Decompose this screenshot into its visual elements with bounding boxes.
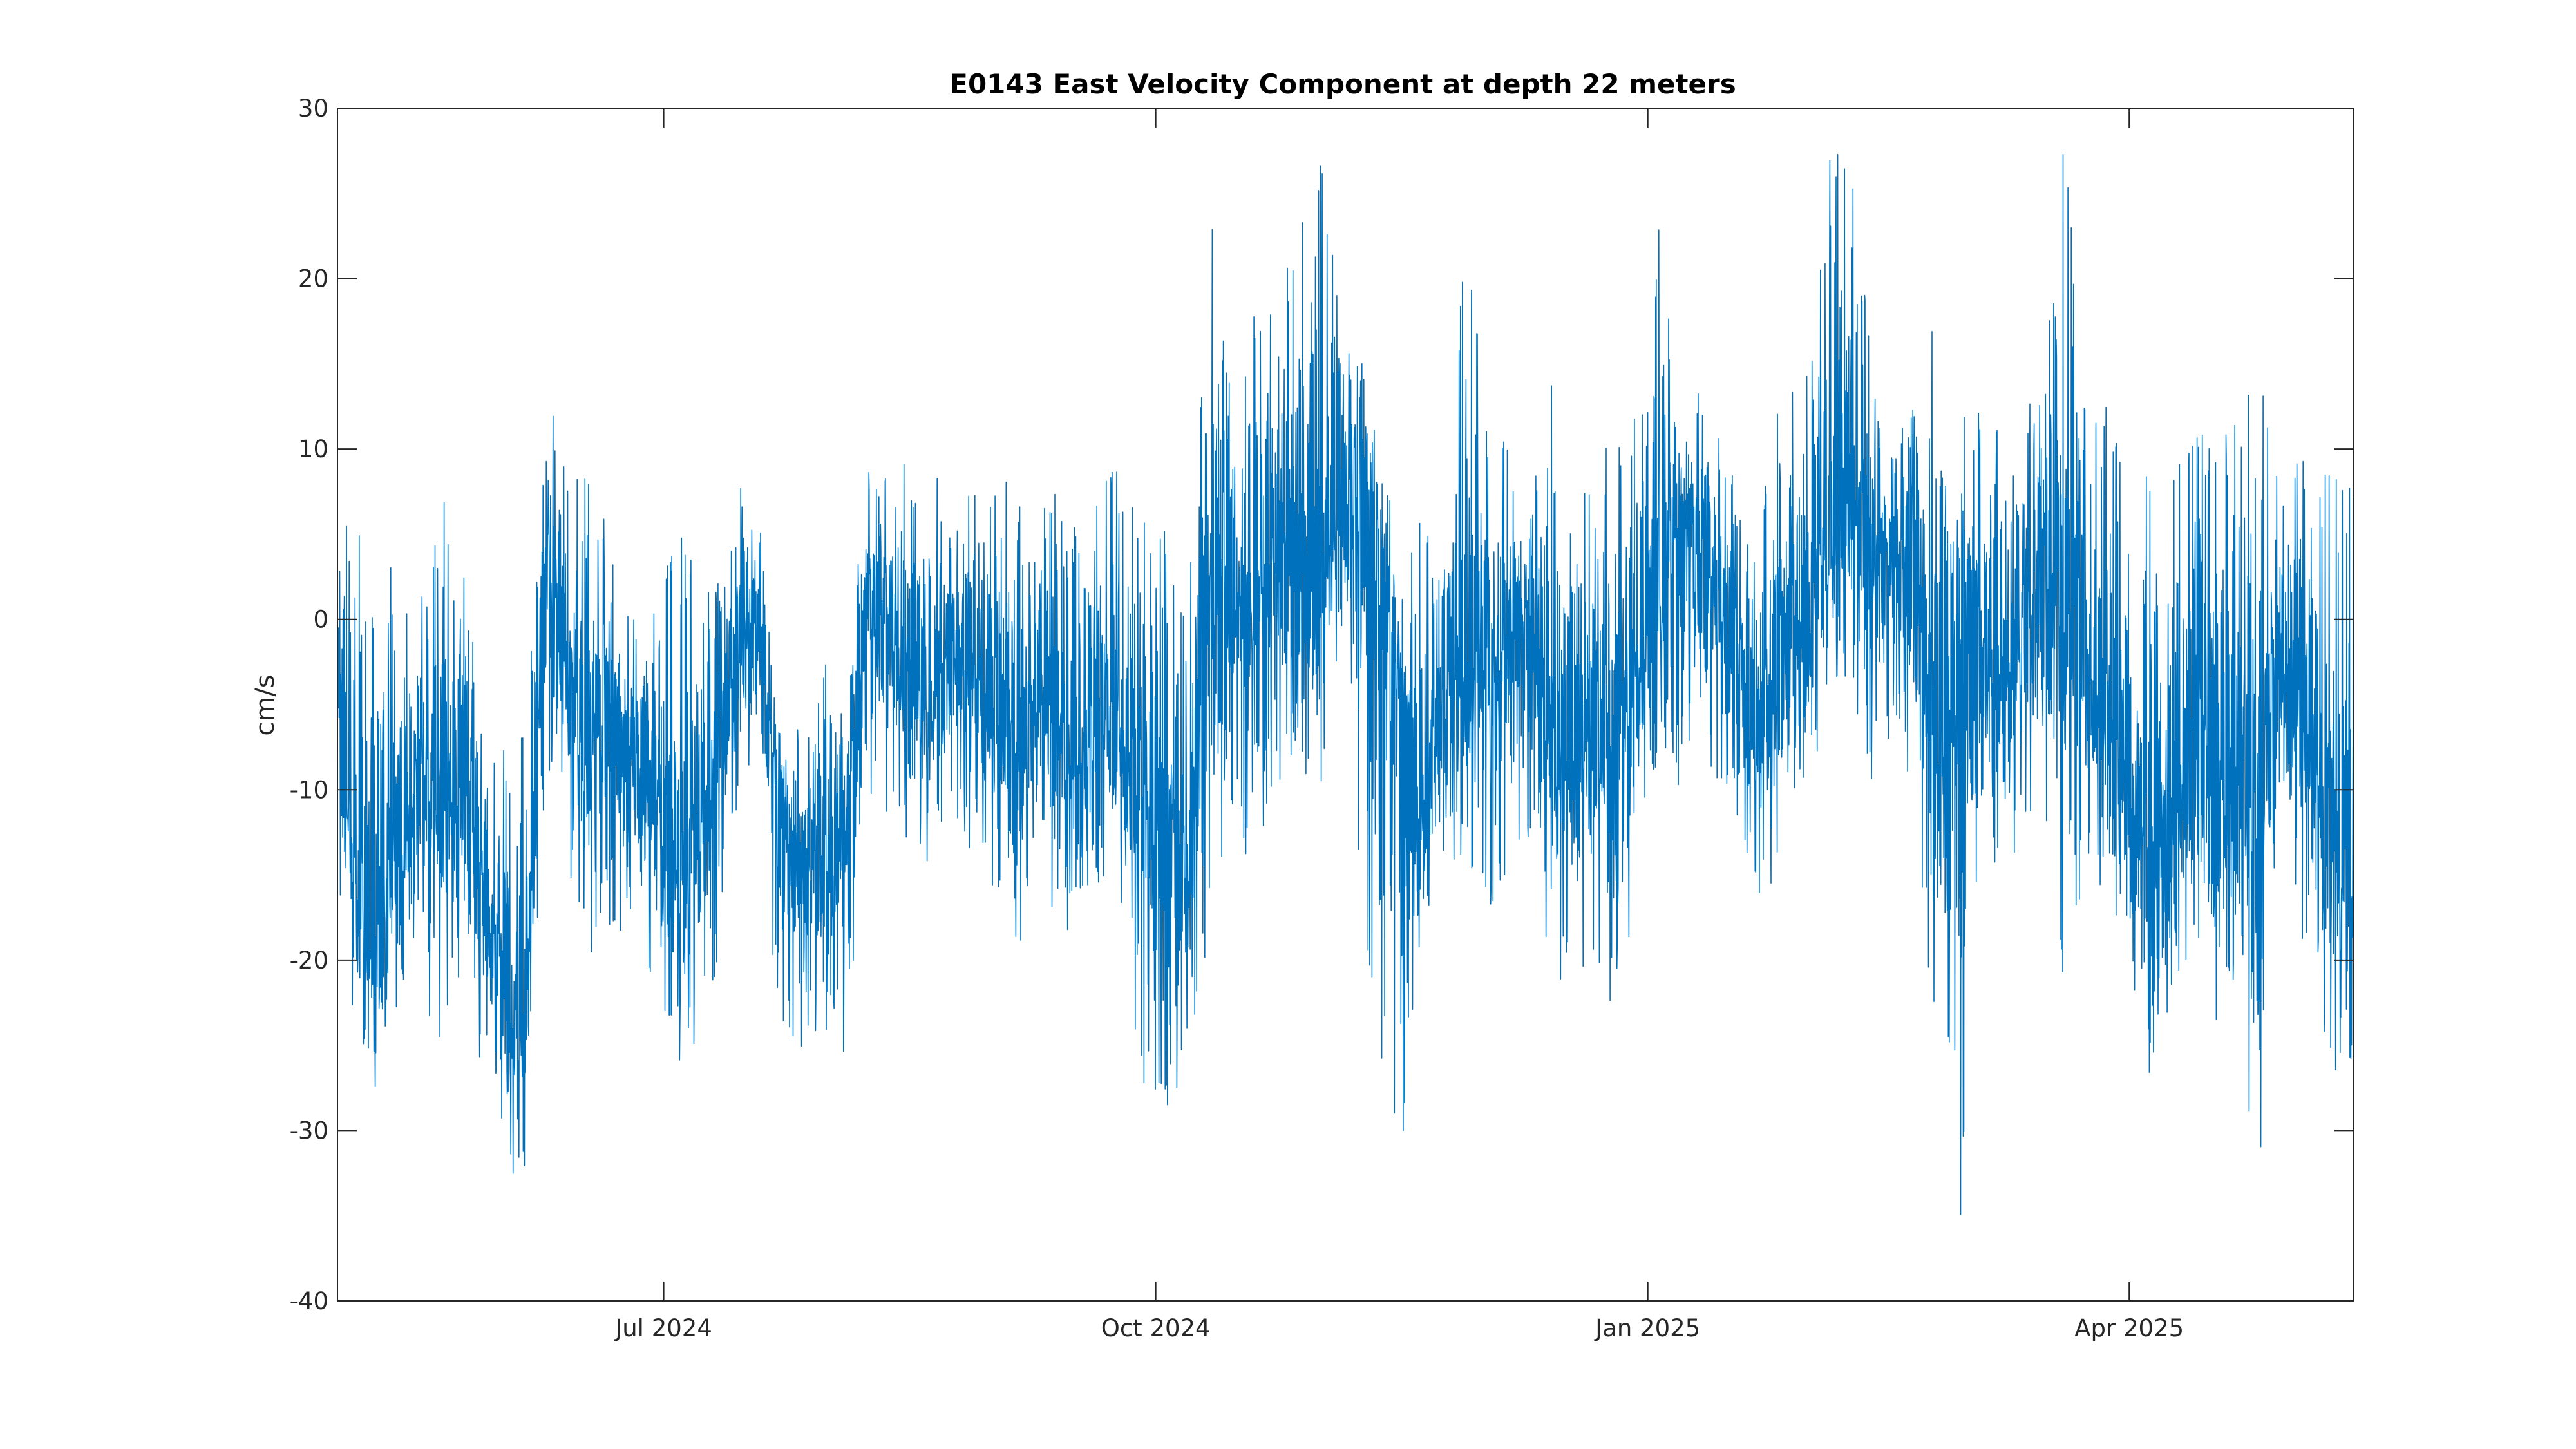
velocity-series-line: [337, 154, 2354, 1215]
x-axis-ticks: Jul 2024 Oct 2024 Jan 2025 Apr 2025: [614, 108, 2184, 1342]
y-axis-ticks: 30 20 10 0 -10 -20 -30 -40: [290, 95, 2354, 1315]
y-tick-label: 0: [313, 606, 328, 634]
y-tick-label: -40: [290, 1287, 328, 1315]
plot-area-frame: [337, 108, 2354, 1302]
x-tick-label: Jan 2025: [1594, 1314, 1700, 1342]
y-tick-label: 10: [298, 435, 328, 463]
chart-title: E0143 East Velocity Component at depth 2…: [949, 68, 1736, 100]
y-tick-label: -20: [290, 947, 328, 974]
x-tick-label: Oct 2024: [1101, 1314, 1211, 1342]
x-tick-label: Jul 2024: [614, 1314, 712, 1342]
series-layer: [337, 154, 2354, 1215]
y-axis-label: cm/s: [251, 674, 280, 735]
y-tick-label: 30: [298, 95, 328, 122]
y-tick-label: -30: [290, 1117, 328, 1144]
y-tick-label: 20: [298, 265, 328, 293]
y-tick-label: -10: [290, 776, 328, 804]
x-tick-label: Apr 2025: [2074, 1314, 2184, 1342]
